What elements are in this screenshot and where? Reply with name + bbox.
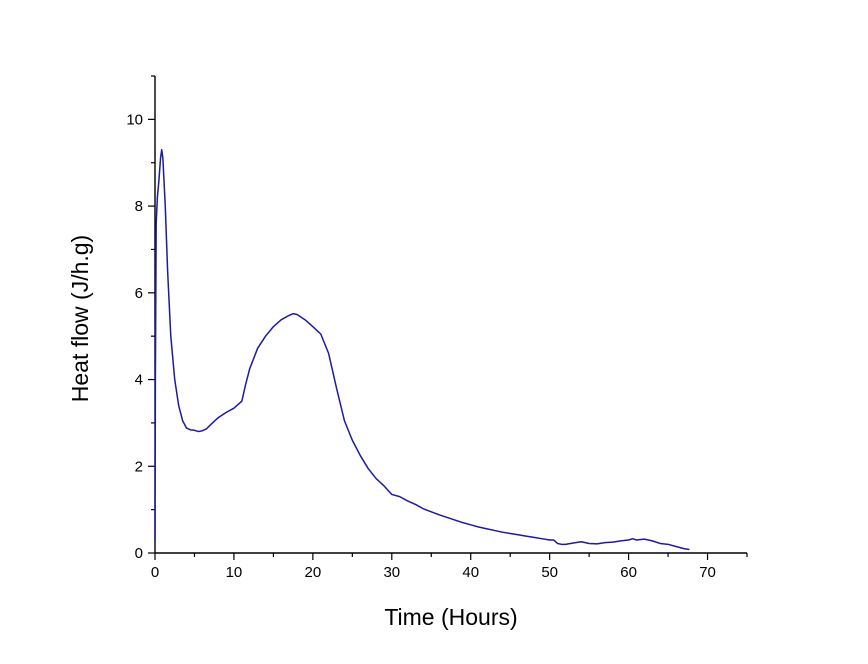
x-tick-label-40: 40 bbox=[462, 564, 479, 581]
y-axis-title: Heat flow (J/h.g) bbox=[67, 235, 93, 402]
y-tick-label-10: 10 bbox=[126, 111, 143, 128]
x-tick-label-10: 10 bbox=[226, 564, 243, 581]
axes bbox=[154, 76, 747, 554]
x-tick-label-60: 60 bbox=[620, 564, 637, 581]
y-ticks: 0 2 4 6 8 10 bbox=[126, 75, 155, 562]
x-axis-title: Time (Hours) bbox=[384, 604, 517, 630]
x-tick-label-20: 20 bbox=[305, 564, 322, 581]
x-tick-label-30: 30 bbox=[383, 564, 400, 581]
x-tick-label-0: 0 bbox=[151, 564, 159, 581]
series-line-heat-flow bbox=[154, 148, 690, 551]
y-tick-label-2: 2 bbox=[135, 458, 143, 475]
x-tick-label-50: 50 bbox=[541, 564, 558, 581]
x-tick-label-70: 70 bbox=[699, 564, 716, 581]
x-ticks: 0 10 20 30 40 50 60 70 bbox=[151, 553, 748, 581]
y-tick-label-4: 4 bbox=[135, 372, 143, 389]
y-tick-label-8: 8 bbox=[135, 198, 143, 215]
y-tick-label-0: 0 bbox=[135, 545, 143, 562]
y-tick-label-6: 6 bbox=[135, 285, 143, 302]
